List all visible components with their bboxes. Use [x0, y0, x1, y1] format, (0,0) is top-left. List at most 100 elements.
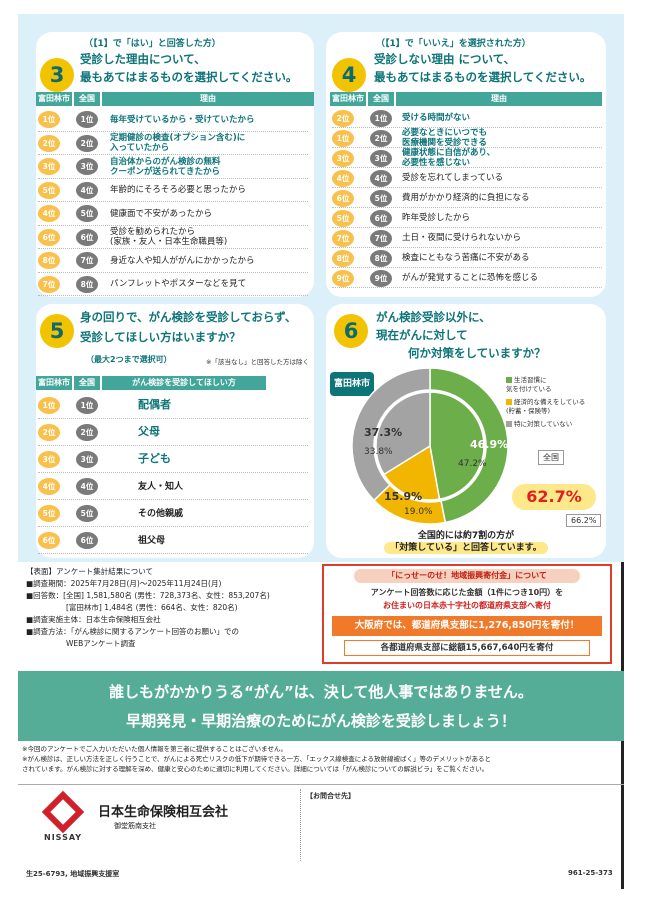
rank-local: 4位: [332, 169, 354, 187]
row-divider: [332, 267, 602, 268]
donation-box: 「にっせーのせ！地域振興寄付金」について アンケート回答数に応じた金額（1件につ…: [322, 564, 612, 664]
rank-national: 4位: [76, 478, 98, 495]
row-divider: [38, 271, 308, 273]
rank-national: 4位: [76, 181, 98, 199]
survey-method: ■調査方法：「がん検診に関するアンケート回答のお願い」での: [26, 627, 240, 636]
row-divider: [332, 287, 602, 288]
row-divider: [38, 177, 308, 179]
table-row: 8位 7位 身近な人や知人ががんにかかったから: [38, 249, 308, 273]
q6-summary-line-2: 「対策している」と回答しています。: [384, 542, 548, 554]
table-row: 3位 3位 子ども: [38, 446, 308, 473]
rank-local: 3位: [332, 149, 354, 167]
row-divider: [332, 247, 602, 248]
q5-note: ※「該当なし」と回答した方は除く: [206, 358, 309, 366]
rank-local: 2位: [332, 109, 354, 127]
donation-title: 「にっせーのせ！地域振興寄付金」について: [354, 569, 580, 583]
survey-responses-local: [富田林市] 1,484名 (男性：664名、女性：820名): [66, 603, 238, 612]
legend-swatch: [506, 377, 512, 383]
q3-title-1: 受診した理由について、: [80, 52, 206, 66]
survey-info: 【表面】アンケート集計結果について ■調査期間：2025年7月28日(月)～20…: [26, 566, 326, 650]
row-text: 土日・夜間に受けられないから: [402, 233, 522, 243]
row-divider: [38, 499, 308, 500]
row-divider: [38, 553, 308, 554]
rank-local: 1位: [332, 129, 354, 147]
banner-line-2: 早期発見・早期治療のためにがん検診を受診しましょう！: [126, 712, 516, 730]
row-text: 受診を勧められたから (家族・友人・日本生命職員等): [110, 227, 228, 248]
row-divider: [332, 207, 602, 208]
table-row: 1位 2位 必要なときにいつでも 医療機関を受診できる: [332, 128, 602, 148]
row-divider: [332, 147, 602, 148]
row-divider: [332, 167, 602, 168]
q6-total-local: 62.7%: [512, 484, 596, 510]
rank-national: 5位: [76, 505, 98, 522]
rank-national: 7位: [370, 229, 392, 247]
note-screening-2: されています。がん検診に対する理解を深め、健康と安心のために適切に利用してくださ…: [22, 765, 489, 773]
table-row: 2位 1位 受ける時間がない: [332, 108, 602, 128]
rank-national: 1位: [76, 111, 98, 129]
nissay-brand: NISSAY: [44, 833, 83, 842]
rank-local: 5位: [38, 505, 60, 522]
q6-number: 6: [334, 314, 368, 348]
row-text: 身近な人や知人ががんにかかったから: [110, 255, 255, 266]
q6-title-1: がん検診受診以外に、: [376, 310, 491, 324]
notes: ※今回のアンケートでご入力いただいた個人情報を第三者に提供することはございません…: [22, 744, 620, 774]
survey-heading: 【表面】アンケート集計結果について: [26, 567, 153, 576]
rank-local: 5位: [332, 209, 354, 227]
q6-summary: 全国的には約7割の方が 「対策している」と回答しています。: [356, 530, 576, 554]
q5-title-1: 身の回りで、がん検診を受診しておらず、: [80, 310, 297, 324]
q6-title-2: 現在がんに対して: [376, 328, 468, 342]
contact-label: 【お問合せ先】: [306, 792, 355, 800]
table-row: 1位 1位 配偶者: [38, 392, 308, 419]
rank-national: 1位: [76, 397, 98, 414]
row-text: 父母: [138, 424, 160, 438]
rank-national: 6位: [370, 209, 392, 227]
table-row: 7位 7位 土日・夜間に受けられないから: [332, 228, 602, 248]
inner-slice-none: [375, 391, 431, 476]
table-row: 3位 3位 健康状態に自信があり、 必要性を感じない: [332, 148, 602, 168]
banner-line-1: 誰しもがかかりうる“がん”は、決して他人事ではありません。: [109, 683, 533, 701]
q6-legend: 生活習慣に 気を付けている 経済的な備えをしている (貯蓄・保険等) 特に対策し…: [506, 376, 604, 429]
q6-title-3: 何か対策をしていますか？: [408, 346, 546, 360]
pie-label-inner_gray: 33.8%: [364, 447, 393, 457]
row-divider: [38, 472, 308, 473]
survey-responses: ■回答数：[全国] 1,581,580名 (男性：728,373名、女性：853…: [26, 591, 270, 600]
table-row: 4位 4位 友人・知人: [38, 473, 308, 500]
rank-local: 6位: [332, 189, 354, 207]
survey-period: ■調査期間：2025年7月28日(月)～2025年11月24日(月): [26, 579, 222, 588]
q4-panel: 4 （【1】で「いいえ」を選択された方） 受診しない理由 について、 最もあては…: [326, 32, 606, 297]
row-text: 定期健診の検査(オプション含む)に 入っていたから: [110, 133, 246, 154]
q4-header-national: 全国: [368, 92, 394, 106]
rank-local: 4位: [38, 205, 60, 223]
row-divider: [332, 227, 602, 228]
table-row: 5位 6位 昨年受診したから: [332, 208, 602, 228]
rank-national: 2位: [76, 134, 98, 152]
legend-label: 特に対策していない: [514, 420, 573, 428]
rank-national: 3位: [370, 149, 392, 167]
legend-swatch: [506, 399, 512, 405]
branch-name: 御堂筋南支社: [114, 822, 156, 830]
row-divider: [38, 445, 308, 446]
rank-local: 6位: [38, 228, 60, 246]
row-divider: [332, 187, 602, 188]
q3-panel: 3 （【1】で「はい」と回答した方） 受診した理由について、 最もあてはまるもの…: [36, 32, 314, 297]
pie-label-inner_yellow: 19.0%: [404, 507, 433, 517]
row-text: 健康状態に自信があり、 必要性を感じない: [402, 148, 496, 168]
q4-header-reason: 理由: [396, 92, 602, 106]
rank-local: 9位: [332, 269, 354, 287]
row-divider: [332, 127, 602, 128]
q4-title-2: 最もあてはまるものを選択してください。: [374, 70, 592, 84]
flyer-page: 3 （【1】で「はい」と回答した方） 受診した理由について、 最もあてはまるもの…: [18, 14, 624, 889]
row-text: 毎年受けているから・受けていたから: [110, 114, 255, 125]
row-text: 配偶者: [138, 397, 171, 411]
q5-header-person: がん検診を受診してほしい方: [102, 376, 266, 390]
row-text: 必要なときにいつでも 医療機関を受診できる: [402, 128, 488, 148]
table-row: 8位 8位 検査にともなう苦痛に不安がある: [332, 248, 602, 268]
rank-local: 7位: [38, 275, 60, 293]
row-text: 健康面で不安があったから: [110, 208, 213, 219]
q4-condition: （【1】で「いいえ」を選択された方）: [376, 39, 531, 49]
row-text: パンフレットやポスターなどを見て: [110, 279, 247, 290]
q5-number: 5: [40, 314, 74, 348]
rank-national: 8位: [76, 275, 98, 293]
q3-condition: （【1】で「はい」と回答した方）: [84, 39, 221, 49]
rank-local: 8位: [38, 252, 60, 270]
